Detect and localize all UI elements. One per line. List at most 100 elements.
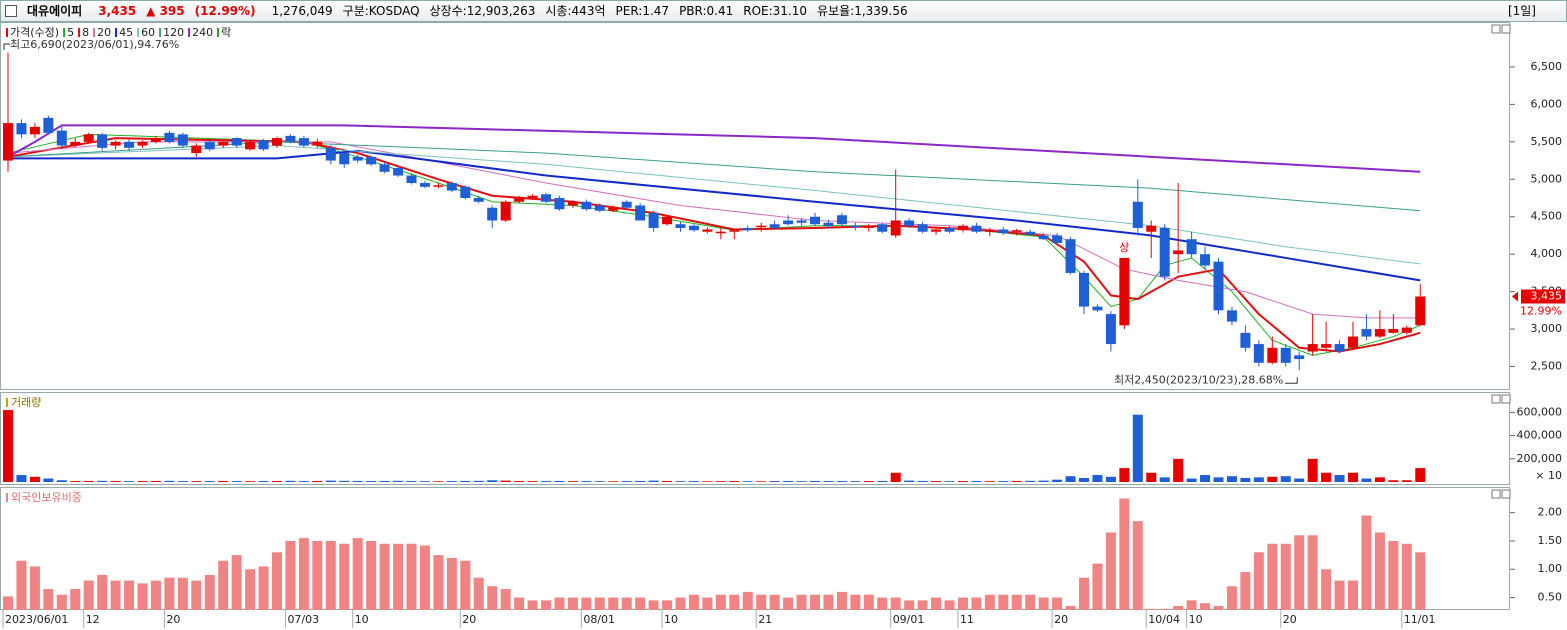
candle-body <box>783 220 794 225</box>
bar <box>1415 468 1426 482</box>
pane-button[interactable] <box>1501 24 1511 34</box>
candle-body <box>473 198 484 202</box>
legend-label: 45 <box>119 26 133 39</box>
bar <box>1280 476 1291 482</box>
bar <box>1334 580 1345 610</box>
bar <box>1105 532 1116 610</box>
legend-label: 60 <box>141 26 155 39</box>
field: ROE:31.10 <box>743 4 808 18</box>
pane-button[interactable] <box>1491 489 1501 499</box>
y-tick-label: 1.50 <box>1538 534 1563 547</box>
bar <box>16 475 27 482</box>
bar <box>245 569 256 610</box>
bar <box>608 481 619 482</box>
bar <box>769 594 780 610</box>
bar <box>460 560 471 610</box>
pane-button[interactable] <box>1501 489 1511 499</box>
candle-body <box>312 141 323 146</box>
bar <box>204 481 215 482</box>
bar <box>742 481 753 482</box>
bar <box>810 480 820 482</box>
moving-average <box>7 133 1421 356</box>
bar <box>1065 476 1076 482</box>
bar <box>1321 472 1332 482</box>
checkbox[interactable] <box>5 5 17 17</box>
bar <box>1415 552 1426 610</box>
legend-swatch <box>115 28 118 37</box>
period[interactable]: [1일] <box>1507 4 1536 18</box>
bar <box>608 597 619 610</box>
last-pct: 12.99% <box>1520 305 1562 318</box>
y-tick-label: 0.50 <box>1538 591 1563 604</box>
legend-label: 8 <box>82 26 89 39</box>
bar <box>97 480 108 482</box>
bar <box>944 600 955 610</box>
bar <box>164 480 175 482</box>
bar <box>1038 480 1049 482</box>
candle-body <box>177 134 188 146</box>
pane-title: 거래량 <box>11 396 41 409</box>
candle-body <box>1092 306 1103 311</box>
bar <box>433 481 444 482</box>
bar <box>110 481 121 482</box>
candle-body <box>433 185 444 187</box>
pane-button[interactable] <box>1491 394 1501 404</box>
bar <box>1361 515 1372 610</box>
bar <box>1294 478 1305 482</box>
bar <box>648 480 659 482</box>
bar <box>944 481 955 482</box>
bar <box>164 577 175 610</box>
bar <box>231 481 242 482</box>
bar <box>473 480 484 482</box>
candle-body <box>863 225 874 228</box>
legend-swatch <box>159 28 162 37</box>
bar <box>783 597 794 610</box>
candle-body <box>70 141 81 146</box>
candle-body <box>1374 329 1385 337</box>
bar <box>904 600 915 610</box>
candle-body <box>1038 235 1049 240</box>
y-tick-label: 400,000 <box>1517 429 1563 442</box>
candle-body <box>258 140 269 150</box>
bar <box>1011 480 1022 482</box>
candle-body <box>1294 355 1305 360</box>
bar <box>272 552 282 610</box>
bar <box>83 580 94 610</box>
bar <box>1253 552 1264 610</box>
candle-body <box>406 175 417 184</box>
bar <box>393 480 404 482</box>
bar <box>594 481 605 482</box>
bar <box>1401 543 1412 610</box>
candle-body <box>1105 314 1116 345</box>
pane-title-swatch <box>6 398 8 407</box>
bar <box>446 481 457 482</box>
x-tick-label: 08/01 <box>583 613 615 626</box>
bar <box>366 540 377 610</box>
candle-body <box>1321 344 1332 348</box>
y-tick-label: 2.00 <box>1538 506 1563 519</box>
x-tick-label: 20 <box>462 613 476 626</box>
candle-body <box>984 230 995 232</box>
candle-body <box>231 138 242 146</box>
bar <box>83 480 94 482</box>
candle-body <box>1240 332 1251 348</box>
bar <box>1348 472 1358 482</box>
bar <box>97 574 108 610</box>
candle-body <box>1025 231 1036 235</box>
bar <box>1065 606 1076 610</box>
bar <box>1159 477 1170 482</box>
bar <box>850 481 861 482</box>
pane-button[interactable] <box>1501 394 1511 404</box>
candle-body <box>514 198 525 202</box>
candle-body <box>1159 227 1170 277</box>
bar <box>487 480 498 482</box>
candle-body <box>1146 225 1157 232</box>
bar <box>971 597 982 610</box>
candle-body <box>1361 329 1372 337</box>
candle-body <box>581 201 592 210</box>
bar <box>931 481 942 482</box>
candle-body <box>1226 310 1237 322</box>
bar <box>567 597 578 610</box>
pane-button[interactable] <box>1491 24 1501 34</box>
